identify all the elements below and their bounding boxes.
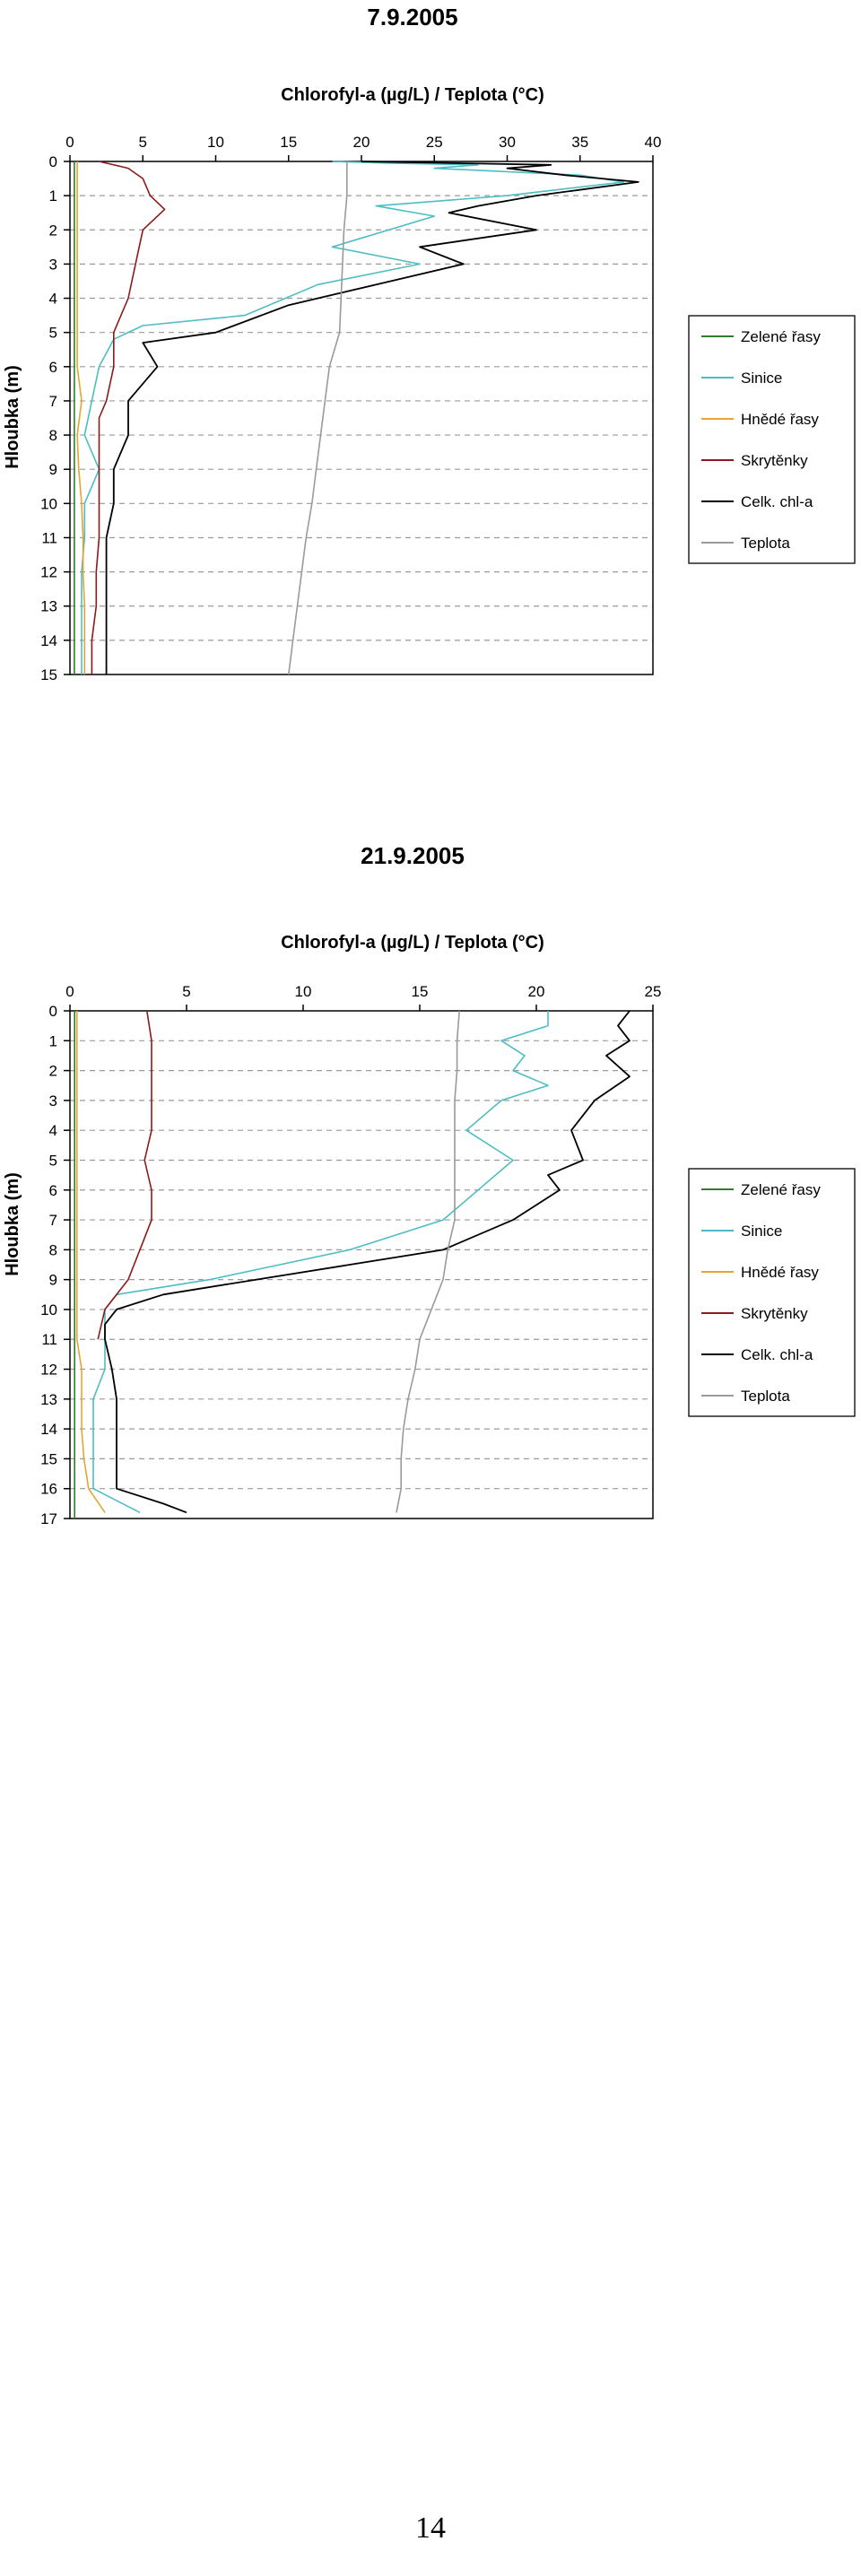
legend-label-zelene-rasy: Zelené řasy (741, 328, 821, 345)
y-tick-label: 12 (40, 564, 57, 581)
series-line-hnede-rasy (76, 161, 86, 674)
series-line-celk-chl-a (105, 161, 639, 674)
y-tick-label: 15 (40, 1450, 57, 1467)
legend-label-sinice: Sinice (741, 370, 782, 387)
y-tick-label: 13 (40, 598, 57, 615)
x-tick-label: 10 (207, 134, 224, 151)
chart-title: 21.9.2005 (361, 842, 465, 869)
y-tick-label: 7 (49, 393, 57, 410)
y-tick-label: 12 (40, 1362, 57, 1379)
x-tick-label: 20 (353, 134, 370, 151)
series-line-teplota (396, 1010, 460, 1513)
y-tick-label: 11 (41, 1331, 57, 1348)
x-tick-label: 5 (139, 134, 147, 151)
y-tick-label: 0 (49, 153, 57, 170)
y-tick-label: 3 (49, 256, 57, 273)
y-tick-label: 4 (49, 291, 57, 308)
x-tick-label: 25 (426, 134, 443, 151)
y-tick-label: 14 (40, 1421, 57, 1438)
y-tick-label: 4 (49, 1122, 57, 1139)
series-line-skrytenky (91, 161, 166, 674)
x-tick-label: 25 (645, 983, 662, 1000)
legend-label-skrytenky: Skrytěnky (741, 1305, 808, 1322)
x-tick-label: 35 (571, 134, 588, 151)
legend-label-skrytenky: Skrytěnky (741, 452, 808, 469)
y-tick-label: 11 (41, 529, 57, 546)
y-tick-label: 9 (49, 1272, 57, 1289)
series-line-celk-chl-a (104, 1010, 631, 1514)
y-tick-label: 8 (49, 1241, 57, 1258)
plot-frame (69, 1010, 654, 1519)
y-tick-label: 10 (40, 1301, 57, 1318)
chart-7-9-2005: 7.9.2005 Chlorofyl-a (µg/L) / Teplota (°… (3, 4, 856, 683)
series-line-skrytenky (97, 1010, 152, 1340)
y-axis-title: Hloubka (m) (3, 365, 22, 469)
y-tick-label: 6 (49, 359, 57, 376)
y-tick-label: 1 (49, 187, 57, 205)
y-axis-title: Hloubka (m) (3, 1172, 22, 1276)
y-tick-label: 0 (49, 1003, 57, 1020)
x-tick-label: 0 (65, 983, 74, 1000)
x-axis-title: Chlorofyl-a (µg/L) / Teplota (°C) (281, 85, 544, 105)
legend-label-sinice: Sinice (741, 1223, 782, 1240)
legend-label-teplota: Teplota (741, 1388, 790, 1405)
x-tick-label: 40 (645, 134, 662, 151)
legend-label-hnede-rasy: Hnědé řasy (741, 411, 819, 428)
y-tick-label: 5 (49, 325, 57, 342)
y-tick-label: 10 (40, 495, 57, 512)
page-number: 14 (415, 2511, 446, 2545)
x-tick-label: 15 (280, 134, 297, 151)
x-tick-label: 0 (65, 134, 74, 151)
legend: Zelené řasy Sinice Hnědé řasy Skrytěnky Celk… (688, 315, 856, 564)
y-tick-label: 3 (49, 1092, 57, 1110)
y-tick-label: 2 (49, 222, 57, 239)
x-axis-title: Chlorofyl-a (µg/L) / Teplota (°C) (281, 933, 544, 953)
y-tick-label: 9 (49, 461, 57, 478)
legend-label-hnede-rasy: Hnědé řasy (741, 1264, 819, 1281)
y-tick-label: 2 (49, 1063, 57, 1080)
y-tick-label: 15 (40, 666, 57, 683)
x-tick-label: 30 (499, 134, 516, 151)
y-tick-label: 5 (49, 1152, 57, 1169)
legend-label-celk-chl-a: Celk. chl-a (741, 493, 813, 510)
y-tick-label: 6 (49, 1182, 57, 1199)
y-tick-label: 1 (49, 1032, 57, 1049)
x-tick-label: 20 (528, 983, 545, 1000)
chart-title: 7.9.2005 (367, 4, 457, 30)
legend-label-teplota: Teplota (741, 535, 790, 552)
series-line-sinice (92, 1011, 549, 1514)
legend-box (688, 315, 856, 564)
x-tick-label: 10 (295, 983, 312, 1000)
series-line-hnede-rasy (76, 1011, 106, 1513)
legend-label-celk-chl-a: Celk. chl-a (741, 1346, 813, 1363)
series-line-sinice (81, 161, 625, 674)
y-tick-label: 17 (40, 1510, 57, 1527)
y-tick-label: 8 (49, 427, 57, 444)
y-tick-label: 14 (40, 632, 57, 649)
legend-box (688, 1168, 856, 1417)
y-tick-label: 13 (40, 1391, 57, 1408)
y-tick-label: 7 (49, 1212, 57, 1229)
x-tick-label: 15 (412, 983, 429, 1000)
series-line-teplota (288, 161, 348, 675)
chart-21-9-2005: 21.9.2005 Chlorofyl-a (µg/L) / Teplota (… (3, 842, 856, 1527)
y-tick-label: 16 (40, 1481, 57, 1498)
x-tick-label: 5 (182, 983, 190, 1000)
legend-label-zelene-rasy: Zelené řasy (741, 1181, 821, 1198)
legend: Zelené řasy Sinice Hnědé řasy Skrytěnky Celk… (688, 1168, 856, 1417)
